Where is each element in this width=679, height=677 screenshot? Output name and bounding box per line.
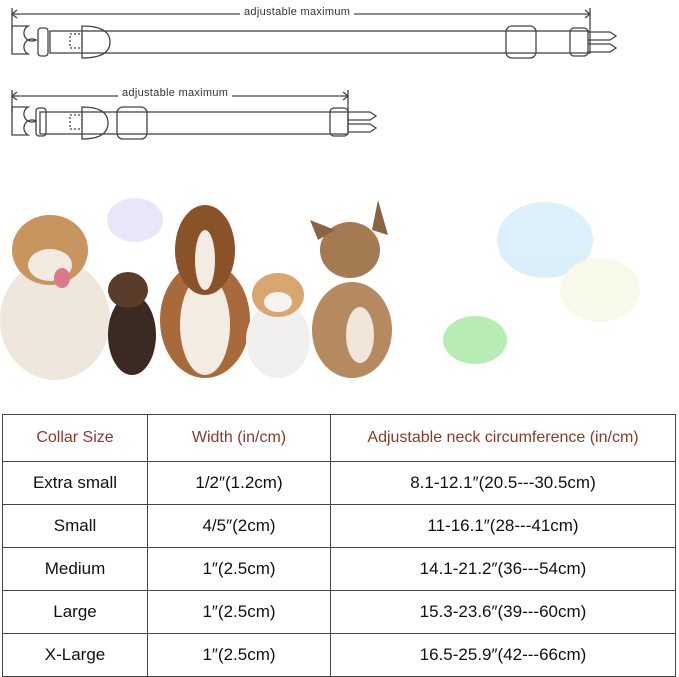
table-header-row: Collar Size Width (in/cm) Adjustable nec… bbox=[2, 414, 676, 462]
cell-width: 1″(2.5cm) bbox=[147, 590, 331, 634]
size-chart-table: Collar Size Width (in/cm) Adjustable nec… bbox=[2, 414, 676, 677]
male-buckle bbox=[569, 27, 589, 57]
slider-buckle bbox=[505, 25, 537, 59]
cell-size: Medium bbox=[2, 547, 148, 591]
short-collar-label: adjustable maximum bbox=[118, 87, 233, 99]
header-collar-size: Collar Size bbox=[2, 414, 148, 462]
purple-splash bbox=[107, 198, 163, 242]
female-buckle bbox=[11, 25, 38, 55]
cell-width: 1″(2.5cm) bbox=[147, 633, 331, 677]
cell-width: 1″(2.5cm) bbox=[147, 547, 331, 591]
basset-hound bbox=[160, 205, 250, 378]
bulldog bbox=[0, 215, 110, 380]
cell-neck: 11-16.1″(28---41cm) bbox=[330, 504, 676, 548]
long-collar-strap bbox=[49, 30, 591, 54]
long-collar-label: adjustable maximum bbox=[240, 6, 355, 18]
cell-width: 4/5″(2cm) bbox=[147, 504, 331, 548]
header-neck-circumference: Adjustable neck circumference (in/cm) bbox=[330, 414, 676, 462]
kitten bbox=[108, 272, 156, 375]
cell-size: Extra small bbox=[2, 461, 148, 505]
green-splash bbox=[443, 316, 507, 364]
cell-neck: 15.3-23.6″(39---60cm) bbox=[330, 590, 676, 634]
d-ring bbox=[81, 25, 111, 59]
yellow-splash bbox=[560, 258, 640, 322]
cell-neck: 8.1-12.1″(20.5---30.5cm) bbox=[330, 461, 676, 505]
cell-size: X-Large bbox=[2, 633, 148, 677]
french-bulldog bbox=[310, 200, 392, 378]
cell-width: 1/2″(1.2cm) bbox=[147, 461, 331, 505]
cell-size: Large bbox=[2, 590, 148, 634]
cell-size: Small bbox=[2, 504, 148, 548]
table-row: X-Large 1″(2.5cm) 16.5-25.9″(42---66cm) bbox=[2, 633, 676, 677]
collar-diagram bbox=[10, 8, 618, 140]
table-row: Small 4/5″(2cm) 11-16.1″(28---41cm) bbox=[2, 504, 676, 548]
cell-neck: 14.1-21.2″(36---54cm) bbox=[330, 547, 676, 591]
cell-neck: 16.5-25.9″(42---66cm) bbox=[330, 633, 676, 677]
pets-photo bbox=[0, 198, 640, 380]
table-row: Medium 1″(2.5cm) 14.1-21.2″(36---54cm) bbox=[2, 547, 676, 591]
blue-splash bbox=[497, 202, 593, 278]
header-width: Width (in/cm) bbox=[147, 414, 331, 462]
exotic-cat bbox=[246, 273, 310, 378]
table-row: Extra small 1/2″(1.2cm) 8.1-12.1″(20.5---3… bbox=[2, 461, 676, 505]
table-row: Large 1″(2.5cm) 15.3-23.6″(39---60cm) bbox=[2, 590, 676, 634]
